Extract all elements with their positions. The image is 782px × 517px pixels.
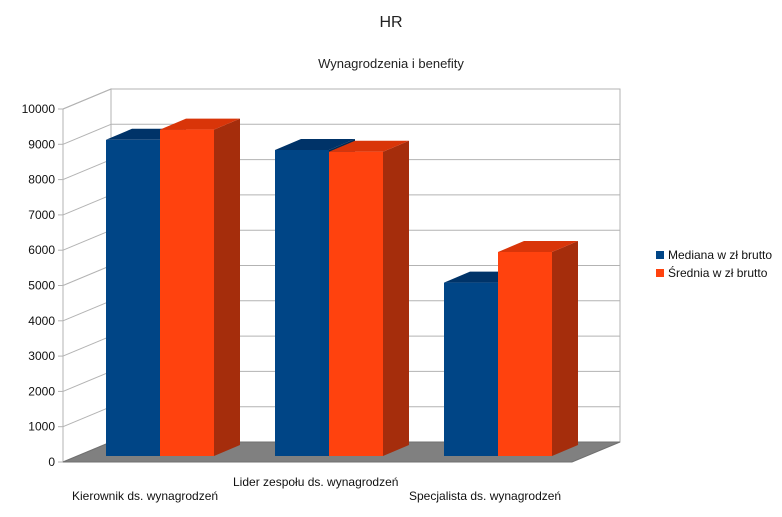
legend-label-mediana: Mediana w zł brutto — [668, 248, 773, 262]
bar-0-2 — [444, 282, 498, 456]
bar-top-0-1 — [275, 139, 355, 150]
chart-title: HR — [379, 14, 403, 31]
legend-swatch-srednia — [656, 269, 664, 277]
bar-top-1-2 — [498, 241, 578, 252]
bar-1-2 — [498, 252, 552, 456]
legend-item-srednia: Średnia w zł brutto — [656, 264, 772, 282]
y-tick-label: 2000 — [28, 384, 55, 398]
bar-0-1 — [275, 150, 329, 456]
gridline-side — [62, 300, 112, 322]
bar-0-0 — [106, 139, 160, 457]
y-tick-label: 8000 — [28, 173, 55, 187]
y-tick-label: 9000 — [28, 137, 55, 151]
gridline-side — [62, 370, 112, 392]
y-tick-label: 4000 — [28, 314, 55, 328]
gridline-side — [62, 406, 112, 428]
legend-swatch-mediana — [656, 251, 664, 259]
gridline-side — [62, 335, 112, 357]
gridline-side — [62, 194, 112, 216]
bar-1-1 — [329, 151, 383, 456]
category-label-kierownik: Kierownik ds. wynagrodzeń — [72, 489, 219, 503]
bar-top-1-1 — [329, 140, 409, 152]
legend-label-srednia: Średnia w zł brutto — [668, 266, 768, 280]
gridline-side — [62, 159, 112, 181]
gridline-side — [62, 88, 112, 110]
bar-side-1-1 — [383, 140, 409, 456]
bar-side-1-2 — [552, 241, 578, 456]
y-tick-label: 6000 — [28, 243, 55, 257]
gridline-side — [62, 265, 112, 286]
bar-top-1-0 — [160, 118, 240, 130]
y-tick-label: 3000 — [28, 349, 55, 363]
gridline-side — [62, 229, 112, 251]
legend: Mediana w zł brutto Średnia w zł brutto — [656, 246, 772, 282]
category-label-lider: Lider zespołu ds. wynagrodzeń — [233, 475, 399, 489]
category-label-specjalista: Specjalista ds. wynagrodzeń — [409, 489, 562, 503]
y-tick-label: 1000 — [28, 420, 55, 434]
chart-subtitle: Wynagrodzenia i benefity — [318, 56, 464, 71]
bar-1-0 — [160, 129, 214, 456]
y-tick-label: 5000 — [28, 279, 55, 293]
gridline-side — [62, 123, 112, 145]
y-tick-label: 10000 — [22, 102, 56, 116]
legend-item-mediana: Mediana w zł brutto — [656, 246, 772, 264]
bar-side-1-0 — [214, 118, 240, 456]
y-tick-label: 0 — [48, 455, 55, 469]
y-tick-label: 7000 — [28, 208, 55, 222]
